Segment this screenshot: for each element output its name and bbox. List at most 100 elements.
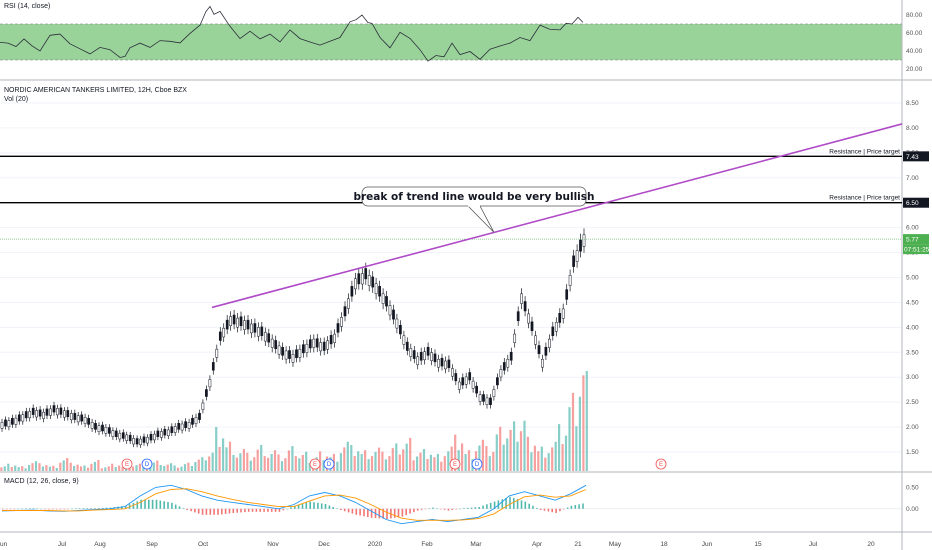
volume-bar [222, 438, 225, 471]
macd-histogram-bar [566, 507, 569, 509]
macd-histogram-bar [574, 505, 577, 509]
candle-body [45, 408, 49, 416]
candle-body [128, 434, 132, 442]
macd-histogram-bar [443, 508, 446, 510]
candle-body [11, 417, 14, 425]
volume-bar [138, 463, 141, 471]
earnings-marker[interactable] [655, 458, 667, 470]
volume-bar [516, 441, 519, 471]
volume-bar [194, 462, 197, 471]
volume-bar [273, 450, 277, 471]
earnings-marker[interactable] [309, 458, 321, 470]
candle-body [485, 397, 489, 405]
candle-body [118, 432, 122, 440]
macd-histogram-bar [182, 508, 185, 509]
volume-bar [7, 463, 10, 471]
volume-pane [0, 371, 588, 471]
price-tick-label: 4.50 [906, 299, 919, 306]
time-tick-label: Mar [470, 541, 482, 548]
macd-histogram-bar [363, 508, 365, 517]
candle-body [451, 368, 454, 377]
macd-histogram-bar [578, 504, 580, 509]
macd-histogram-bar [59, 508, 62, 510]
candle-body [4, 419, 7, 427]
volume-bar [412, 460, 415, 471]
macd-histogram-bar [493, 501, 496, 509]
candle-body [357, 273, 361, 285]
candle-body [509, 351, 513, 361]
volume-bar [360, 454, 363, 471]
rsi-tick-label: 20.00 [906, 66, 923, 73]
candle-body [49, 408, 52, 416]
macd-histogram-bar [520, 500, 523, 509]
volume-bar [235, 457, 238, 471]
volume-bar [322, 460, 325, 471]
volume-bar [17, 467, 20, 471]
dividend-marker[interactable] [141, 458, 153, 470]
candle-body [409, 348, 413, 357]
candle-body [139, 438, 142, 446]
macd-histogram-bar [559, 508, 561, 512]
candle-body [142, 436, 146, 443]
volume-bar [73, 466, 76, 471]
rsi-line [0, 5, 584, 62]
candle-body [270, 338, 274, 348]
candle-body [288, 350, 291, 359]
earnings-marker[interactable] [121, 458, 133, 470]
candle-body [132, 438, 135, 445]
macd-histogram-bar [301, 503, 304, 509]
macd-histogram-bar [5, 508, 8, 510]
candle-body [502, 362, 506, 371]
macd-histogram-bar [324, 504, 327, 509]
macd-histogram-bar [543, 508, 546, 511]
volume-bar [547, 453, 550, 471]
candle-body [243, 320, 246, 330]
candle-body [246, 319, 250, 330]
drawings[interactable]: Resistance | Price target Resistance | Pr… [0, 123, 903, 309]
macd-histogram-bar [459, 508, 461, 510]
volume-bar [429, 454, 432, 471]
macd-histogram-bar [351, 508, 354, 514]
candle-body [7, 420, 11, 428]
macd-histogram-bar [201, 508, 204, 515]
macd-histogram-bar [401, 508, 404, 517]
macd-line [1, 484, 587, 525]
resistance-price-text: 6.50 [906, 200, 919, 207]
volume-bar [481, 439, 484, 471]
macd-histogram-bar [570, 505, 573, 509]
candle-body [281, 346, 284, 356]
volume-bar [585, 371, 588, 471]
trendline[interactable] [211, 123, 903, 309]
macd-histogram-bar [409, 508, 411, 514]
dividend-marker[interactable] [323, 458, 335, 470]
candle-body [419, 351, 423, 361]
macd-histogram-bar [67, 508, 69, 510]
volume-bar [551, 447, 554, 471]
volume-bar [38, 463, 41, 471]
macd-histogram-bar [48, 508, 50, 510]
macd-histogram-bar [382, 508, 384, 519]
candle-body [101, 424, 104, 432]
earnings-marker-label: E [125, 462, 129, 468]
price-tick-label: 3.00 [906, 374, 919, 381]
candle-body [513, 333, 517, 343]
macd-histogram-bar [197, 508, 200, 514]
volume-bar [121, 467, 124, 471]
rsi-pane [0, 5, 902, 62]
volume-bar [86, 467, 90, 471]
volume-bar [343, 447, 346, 471]
dividend-marker[interactable] [471, 458, 483, 470]
volume-bar [537, 451, 540, 471]
volume-bar [554, 441, 557, 471]
earnings-marker[interactable] [449, 458, 461, 470]
macd-histogram-bar [267, 508, 269, 512]
candle-body [423, 351, 426, 361]
macd-histogram-bar [217, 508, 219, 515]
price-pane [0, 102, 902, 453]
volume-bar [287, 450, 290, 471]
candle-body [222, 327, 226, 338]
volume-bar [239, 453, 242, 471]
volume-bar [62, 460, 65, 471]
candle-body [305, 343, 309, 353]
